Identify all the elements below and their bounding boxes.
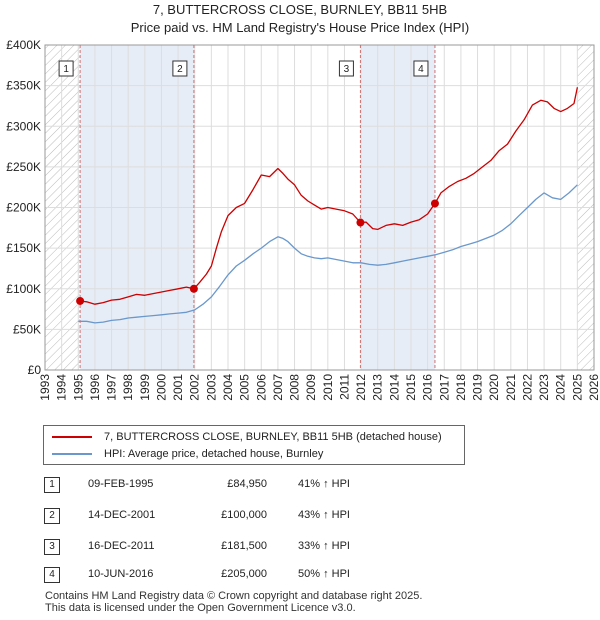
- x-tick-label: 2022: [520, 374, 534, 401]
- transaction-price: £205,000: [221, 568, 267, 580]
- x-tick-label: 2007: [271, 374, 285, 401]
- sale-marker-label: 4: [418, 64, 424, 75]
- transaction-row: 3 16-DEC-2011 £181,500 33% ↑ HPI: [0, 538, 600, 558]
- y-tick-label: £50K: [13, 322, 41, 336]
- footer-licence: This data is licensed under the Open Gov…: [45, 602, 356, 614]
- x-tick-label: 2016: [421, 374, 435, 401]
- transaction-hpi-change: 41% ↑ HPI: [298, 478, 350, 490]
- x-tick-label: 1996: [88, 374, 102, 401]
- sale-marker-label: 2: [177, 64, 183, 75]
- sale-point: [189, 284, 198, 293]
- x-tick-label: 1999: [138, 374, 152, 401]
- x-tick-label: 2025: [570, 374, 584, 401]
- transaction-price: £100,000: [221, 509, 267, 521]
- sale-marker-box: [413, 60, 429, 77]
- x-tick-label: 2011: [337, 374, 351, 400]
- x-tick-label: 2024: [554, 374, 568, 401]
- chart-title: 7, BUTTERCROSS CLOSE, BURNLEY, BB11 5HB: [152, 2, 448, 17]
- plot-frame: [44, 44, 595, 371]
- transaction-number-badge: 3: [44, 539, 60, 555]
- transaction-number-badge: 4: [44, 567, 60, 583]
- x-tick-label: 2017: [437, 374, 451, 401]
- x-tick-label: 2004: [221, 374, 235, 401]
- hpi-series-line: [78, 184, 578, 324]
- transaction-price: £181,500: [221, 540, 267, 552]
- y-tick-label: £0: [28, 363, 42, 377]
- transaction-number-badge: 2: [44, 508, 60, 524]
- sale-marker-label: 3: [344, 64, 350, 75]
- transaction-price: £84,950: [227, 478, 267, 490]
- y-tick-label: £300K: [6, 119, 41, 133]
- footer-copyright: Contains HM Land Registry data © Crown c…: [45, 590, 423, 602]
- y-tick-label: £200K: [6, 201, 41, 215]
- y-tick-label: £100K: [6, 282, 41, 296]
- y-tick-label: £400K: [6, 38, 41, 52]
- x-tick-label: 2009: [304, 374, 318, 401]
- transaction-row: 2 14-DEC-2001 £100,000 43% ↑ HPI: [0, 507, 600, 527]
- x-tick-label: 2008: [288, 374, 302, 401]
- transaction-hpi-change: 43% ↑ HPI: [298, 509, 350, 521]
- transaction-row: 4 10-JUN-2016 £205,000 50% ↑ HPI: [0, 566, 600, 586]
- x-tick-label: 2018: [454, 374, 468, 401]
- x-tick-label: 2019: [471, 374, 485, 401]
- sale-point: [76, 296, 85, 305]
- x-tick-label: 2013: [371, 374, 385, 401]
- y-tick-label: £350K: [6, 79, 41, 93]
- transaction-date: 09-FEB-1995: [88, 478, 154, 490]
- x-tick-label: 1998: [121, 374, 135, 401]
- y-tick-label: £250K: [6, 160, 41, 174]
- x-tick-label: 2021: [504, 374, 518, 401]
- x-tick-label: 2005: [238, 374, 252, 401]
- price-chart: £0 £50K £100K £150K £200K £250K £300K £350K £400…: [6, 38, 600, 401]
- x-tick-label: 2000: [154, 374, 168, 401]
- x-tick-label: 2020: [487, 374, 501, 401]
- transaction-date: 10-JUN-2016: [88, 568, 154, 580]
- transaction-date: 16-DEC-2011: [88, 540, 155, 552]
- x-tick-label: 1993: [38, 374, 52, 401]
- x-tick-label: 2003: [204, 374, 218, 401]
- transaction-hpi-change: 50% ↑ HPI: [298, 568, 350, 580]
- sale-point: [356, 218, 365, 227]
- x-tick-label: 2026: [587, 374, 600, 401]
- x-tick-label: 1995: [71, 374, 85, 401]
- x-tick-label: 2010: [321, 374, 335, 401]
- legend-label-hpi: HPI: Average price, detached house, Burn…: [104, 448, 324, 460]
- sale-marker-label: 1: [63, 64, 69, 75]
- legend-swatch-property: [52, 436, 92, 438]
- x-tick-label: 2015: [404, 374, 418, 401]
- transaction-hpi-change: 33% ↑ HPI: [298, 540, 350, 552]
- chart-legend: 7, BUTTERCROSS CLOSE, BURNLEY, BB11 5HB …: [43, 425, 465, 465]
- chart-subtitle: Price paid vs. HM Land Registry's House …: [130, 20, 470, 35]
- x-tick-label: 2014: [387, 374, 401, 401]
- transaction-number-badge: 1: [44, 477, 60, 493]
- legend-label-property: 7, BUTTERCROSS CLOSE, BURNLEY, BB11 5HB …: [104, 431, 442, 443]
- x-tick-label: 2001: [171, 374, 185, 401]
- x-tick-label: 1994: [55, 374, 69, 401]
- transaction-date: 14-DEC-2001: [88, 509, 156, 521]
- y-tick-label: £150K: [6, 241, 41, 255]
- x-tick-label: 2012: [354, 374, 368, 401]
- x-tick-label: 1997: [105, 374, 119, 401]
- property-series-line: [80, 87, 579, 305]
- sale-marker-box: [338, 60, 354, 77]
- transaction-row: 1 09-FEB-1995 £84,950 41% ↑ HPI: [0, 476, 600, 496]
- sale-marker-box: [58, 60, 74, 77]
- sale-marker-box: [172, 60, 188, 77]
- x-tick-label: 2023: [537, 374, 551, 401]
- x-tick-label: 2006: [254, 374, 268, 401]
- x-tick-label: 2002: [188, 374, 202, 401]
- sale-point: [430, 199, 439, 208]
- legend-swatch-hpi: [52, 453, 92, 455]
